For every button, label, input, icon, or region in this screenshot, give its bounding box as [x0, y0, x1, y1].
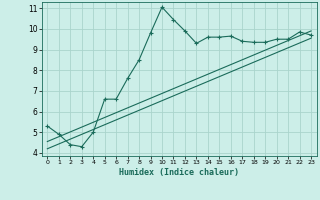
X-axis label: Humidex (Indice chaleur): Humidex (Indice chaleur) [119, 168, 239, 177]
